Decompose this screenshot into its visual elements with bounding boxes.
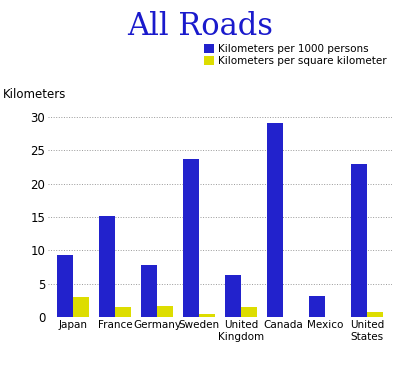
Bar: [73, 297, 89, 317]
Text: Kilometers: Kilometers: [3, 88, 67, 101]
Text: All Roads: All Roads: [127, 11, 273, 42]
Bar: [157, 306, 173, 317]
Bar: [99, 216, 115, 317]
Bar: [367, 312, 383, 317]
Bar: [241, 307, 257, 317]
Bar: [199, 314, 215, 317]
Bar: [57, 255, 73, 317]
Legend: Kilometers per 1000 persons, Kilometers per square kilometer: Kilometers per 1000 persons, Kilometers …: [204, 44, 387, 66]
Bar: [351, 164, 367, 317]
Bar: [183, 159, 199, 317]
Bar: [309, 296, 325, 317]
Bar: [267, 123, 283, 317]
Bar: [115, 307, 131, 317]
Bar: [141, 265, 157, 317]
Bar: [225, 275, 241, 317]
